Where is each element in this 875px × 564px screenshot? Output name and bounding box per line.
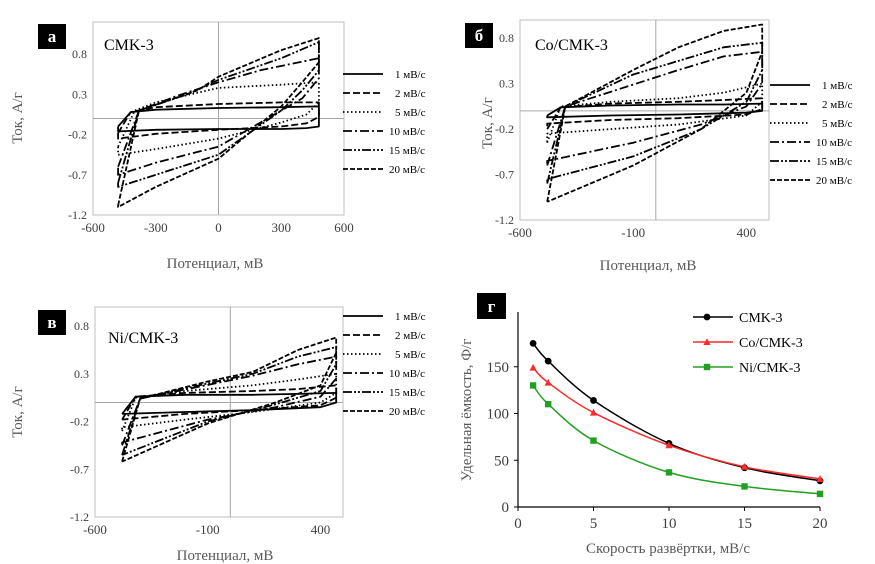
x-tick-label: -600 <box>83 522 107 537</box>
y-axis-title: Ток, А/г <box>10 386 26 437</box>
y-tick-label: 0.8 <box>74 319 89 333</box>
legend-label: 20 мВ/с <box>816 175 852 187</box>
legend-label: 1 мВ/с <box>822 80 853 92</box>
legend-label: Co/CMK-3 <box>739 336 803 351</box>
y-tick-label: 0.3 <box>72 87 87 101</box>
data-point <box>666 469 672 475</box>
legend-label: 5 мВ/с <box>395 107 426 119</box>
x-tick-label: 600 <box>334 220 354 235</box>
y-tick-label: -1.2 <box>68 208 87 222</box>
panel-d-capacitance-vs-scan-rate: 0 5 10 15 20 0 50 100 150 Скорость развёртки, мВ/… <box>459 293 828 557</box>
y-tick-label: -1.2 <box>495 213 514 227</box>
x-tick-label: 10 <box>662 516 677 532</box>
x-tick-label: 0 <box>514 516 522 532</box>
series-line-co-cmk-3 <box>533 368 820 479</box>
y-axis-title: Ток, А/г <box>480 97 496 148</box>
panel-b-cv-co-cmk3: -600 -100 400 -1.2 -0.7 -0.2 0.3 0.8 Потенциал, … <box>465 20 853 274</box>
y-tick-label: -0.2 <box>70 415 89 429</box>
panel-label: в <box>47 313 56 332</box>
data-point <box>530 364 537 371</box>
legend-label: 20 мВ/с <box>389 406 425 418</box>
x-tick-label: 20 <box>813 516 828 532</box>
x-tick-label: -300 <box>144 220 168 235</box>
legend-label: 10 мВ/с <box>389 126 425 138</box>
y-tick-label: -0.7 <box>70 462 89 476</box>
x-tick-label: 400 <box>737 225 757 240</box>
legend-label: 1 мВ/с <box>395 311 426 323</box>
legend-label: 10 мВ/с <box>816 137 852 149</box>
y-tick-label: 0.8 <box>499 31 514 45</box>
x-tick-label: -600 <box>81 220 105 235</box>
data-point <box>530 340 537 347</box>
legend-label: 5 мВ/с <box>822 118 853 130</box>
data-point <box>545 358 552 365</box>
x-axis-title: Потенциал, мВ <box>177 548 274 564</box>
x-tick-label: -100 <box>196 522 220 537</box>
legend-label: 2 мВ/с <box>822 99 853 111</box>
sample-name: Ni/CMK-3 <box>108 330 178 347</box>
legend-label: 5 мВ/с <box>395 349 426 361</box>
panel-label: б <box>475 26 484 45</box>
sample-name: Co/CMK-3 <box>535 37 608 54</box>
legend-label: CMK-3 <box>739 311 783 326</box>
y-tick-label: -1.2 <box>70 510 89 524</box>
y-tick-label: -0.2 <box>495 122 514 136</box>
y-axis-title: Удельная ёмкость, Ф/г <box>459 339 475 482</box>
x-tick-label: 5 <box>590 516 598 532</box>
legend-label: 15 мВ/с <box>389 387 425 399</box>
panel-label: а <box>48 27 57 46</box>
legend-label: 15 мВ/с <box>816 156 852 168</box>
data-point <box>545 401 551 407</box>
legend-label: 15 мВ/с <box>389 145 425 157</box>
legend-label: 2 мВ/с <box>395 330 426 342</box>
legend-label: 20 мВ/с <box>389 164 425 176</box>
panel-c-cv-ni-cmk3: -600 -100 400 -1.2 -0.7 -0.2 0.3 0.8 Потенциал, … <box>10 307 426 564</box>
legend-label: 2 мВ/с <box>395 88 426 100</box>
data-point <box>741 483 747 489</box>
y-tick-label: 50 <box>494 453 509 469</box>
legend-label: 10 мВ/с <box>389 368 425 380</box>
y-tick-label: 0.3 <box>74 367 89 381</box>
y-tick-label: -0.7 <box>495 168 514 182</box>
legend-marker <box>704 364 710 370</box>
y-tick-label: 0 <box>502 500 510 516</box>
y-axis-title: Ток, А/г <box>10 92 26 143</box>
legend-marker <box>704 314 711 321</box>
legend-label: Ni/CMK-3 <box>739 361 800 376</box>
x-tick-label: -600 <box>508 225 532 240</box>
x-tick-label: 400 <box>311 522 331 537</box>
data-point <box>530 382 536 388</box>
y-tick-label: -0.7 <box>68 168 87 182</box>
data-point <box>590 409 597 416</box>
x-axis-title: Потенциал, мВ <box>167 256 264 272</box>
panel-label: г <box>488 297 496 316</box>
y-tick-label: -0.2 <box>68 128 87 142</box>
x-axis-title: Потенциал, мВ <box>600 258 697 274</box>
data-point <box>817 491 823 497</box>
data-point <box>590 437 596 443</box>
x-axis-title: Скорость развёртки, мВ/с <box>586 541 750 557</box>
x-tick-label: 15 <box>737 516 752 532</box>
y-tick-label: 0.3 <box>499 77 514 91</box>
y-tick-label: 0.8 <box>72 47 87 61</box>
x-tick-label: -100 <box>621 225 645 240</box>
legend-label: 1 мВ/с <box>395 69 426 81</box>
x-tick-label: 300 <box>272 220 292 235</box>
y-tick-label: 100 <box>487 407 510 423</box>
sample-name: CMK-3 <box>104 37 154 54</box>
panel-a-cv-cmk3: -600 -300 0 300 600 -1.2 -0.7 -0.2 0.3 0.8 Потенци… <box>10 22 426 272</box>
x-tick-label: 0 <box>215 220 222 235</box>
y-tick-label: 150 <box>487 360 510 376</box>
data-point <box>590 397 597 404</box>
